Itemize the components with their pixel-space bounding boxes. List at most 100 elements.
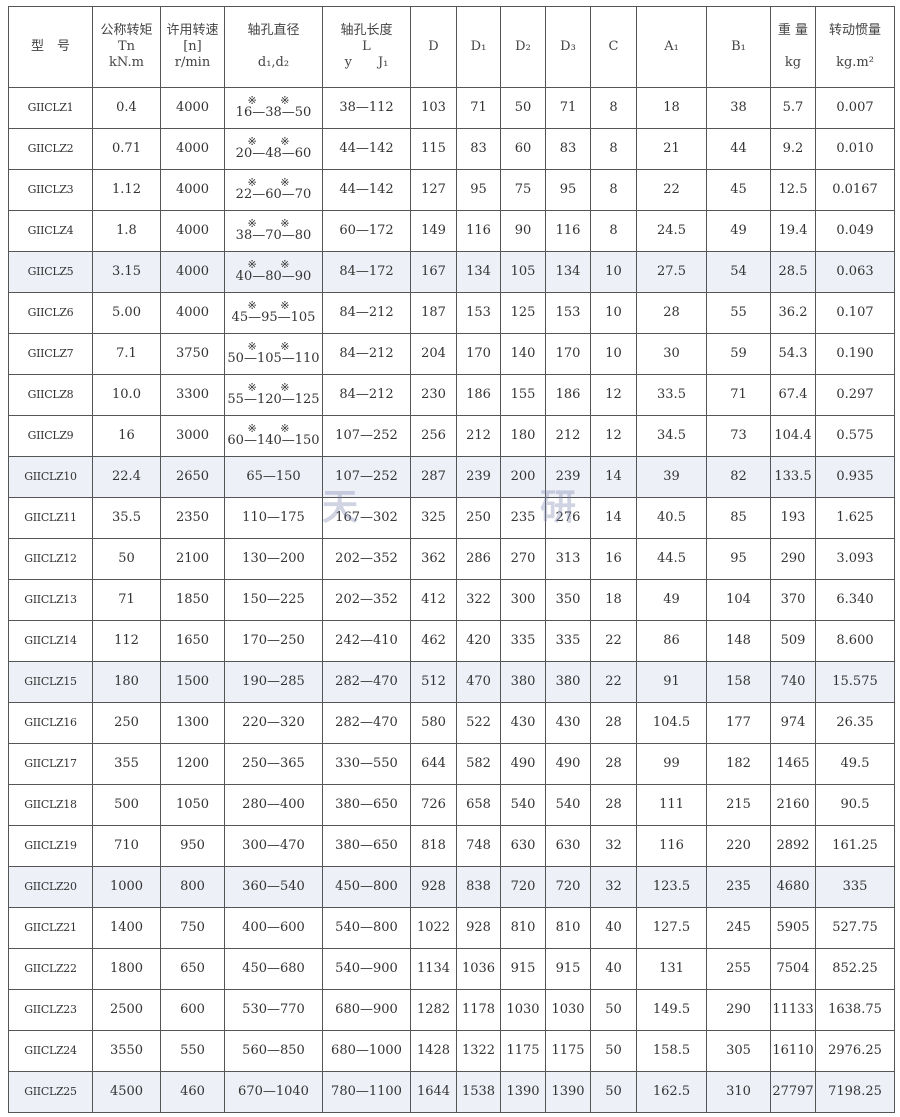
cell-n: 2650 [160,456,225,498]
cell-b1: 158 [706,661,771,703]
cell-model: GIICLZ16 [8,702,93,744]
cell-d2: 90 [500,210,546,252]
cell-l: 44—142 [322,169,411,211]
table-row: GIICLZ15 180 1500 190—285 282—470 512 470 380 38… [8,661,895,703]
cell-d: 580 [410,702,457,744]
cell-n: 1300 [160,702,225,744]
cell-l: 84—212 [322,292,411,334]
cell-tn: 1.8 [92,210,161,252]
cell-kg: 28.5 [770,251,816,293]
cell-c: 14 [590,456,637,498]
cell-l: 540—800 [322,907,411,949]
cell-b1: 182 [706,743,771,785]
cell-tn: 710 [92,825,161,867]
cell-l: 202—352 [322,538,411,580]
table-row: GIICLZ19 710 950 300—470 380—650 818 748 630 630… [8,825,895,867]
header-line: y J₁ [344,55,389,70]
column-header: 转动惯量 kg.m² [815,6,895,88]
cell-n: 2350 [160,497,225,539]
cell-d: 1134 [410,948,457,990]
cell-d: 1022 [410,907,457,949]
cell-kg: 19.4 [770,210,816,252]
cell-n: 4000 [160,169,225,211]
cell-d: 287 [410,456,457,498]
cell-d: 280—400 [224,784,323,826]
header-line: Tn [117,39,136,54]
cell-c: 10 [590,251,637,293]
cell-d3: 630 [545,825,591,867]
cell-kg: 740 [770,661,816,703]
cell-a1: 40.5 [636,497,707,539]
table-row: GIICLZ17 355 1200 250—365 330—550 644 582 490 49… [8,743,895,785]
cell-inertia: 0.049 [815,210,895,252]
cell-b1: 104 [706,579,771,621]
cell-model: GIICLZ17 [8,743,93,785]
cell-a1: 44.5 [636,538,707,580]
cell-d3: 915 [545,948,591,990]
watermark: 天 [322,486,359,528]
cell-d1: 186 [456,374,501,416]
cell-d2: 60 [500,128,546,170]
cell-inertia: 335 [815,866,895,908]
cell-b1: 177 [706,702,771,744]
cell-b1: 44 [706,128,771,170]
cell-c: 28 [590,784,637,826]
cell-d: 110—175 [224,497,323,539]
cell-d: 256 [410,415,457,457]
note-mark: ※ ※ [247,217,300,230]
table-row: GIICLZ8 10.0 3300 ※ ※ 55—120—125 84—212 230 186… [8,374,895,416]
cell-c: 10 [590,292,637,334]
cell-kg: 5905 [770,907,816,949]
cell-d: 204 [410,333,457,375]
cell-d2: 155 [500,374,546,416]
cell-d3: 430 [545,702,591,744]
header-row: 型 号公称转矩 Tn kN.m 许用转速 [n] r/min 轴孔直径 d₁,d₂ 轴孔长度 L… [8,6,895,88]
cell-inertia: 26.35 [815,702,895,744]
cell-n: 1650 [160,620,225,662]
table-row: GIICLZ18 500 1050 280—400 380—650 726 658 540 54… [8,784,895,826]
cell-d3: 276 [545,497,591,539]
cell-d: ※ ※ 16—38—50 [224,87,323,129]
cell-model: GIICLZ15 [8,661,93,703]
cell-d3: 212 [545,415,591,457]
cell-n: 3750 [160,333,225,375]
cell-model: GIICLZ20 [8,866,93,908]
cell-model: GIICLZ2 [8,128,93,170]
cell-d: 149 [410,210,457,252]
cell-d2: 200 [500,456,546,498]
cell-tn: 355 [92,743,161,785]
bore-range: 45—95—105 [231,310,316,325]
cell-kg: 1465 [770,743,816,785]
cell-inertia: 0.010 [815,128,895,170]
cell-l: 282—470 [322,661,411,703]
cell-d1: 470 [456,661,501,703]
cell-n: 4000 [160,292,225,334]
cell-model: GIICLZ6 [8,292,93,334]
cell-l: 84—212 [322,374,411,416]
cell-n: 4000 [160,210,225,252]
cell-d2: 720 [500,866,546,908]
cell-d2: 235 [500,497,546,539]
cell-l: 44—142 [322,128,411,170]
cell-b1: 255 [706,948,771,990]
cell-a1: 30 [636,333,707,375]
cell-l: 380—650 [322,825,411,867]
cell-b1: 310 [706,1071,771,1113]
cell-d: 115 [410,128,457,170]
cell-n: 3300 [160,374,225,416]
header-line: kN.m [109,55,144,70]
cell-inertia: 15.575 [815,661,895,703]
cell-tn: 0.4 [92,87,161,129]
column-header: 许用转速 [n] r/min [160,6,225,88]
cell-c: 32 [590,866,637,908]
cell-inertia: 0.007 [815,87,895,129]
cell-a1: 123.5 [636,866,707,908]
cell-d3: 313 [545,538,591,580]
cell-d2: 430 [500,702,546,744]
cell-inertia: 1638.75 [815,989,895,1031]
cell-d: 230 [410,374,457,416]
cell-l: 84—172 [322,251,411,293]
cell-inertia: 527.75 [815,907,895,949]
cell-d2: 810 [500,907,546,949]
cell-tn: 4500 [92,1071,161,1113]
